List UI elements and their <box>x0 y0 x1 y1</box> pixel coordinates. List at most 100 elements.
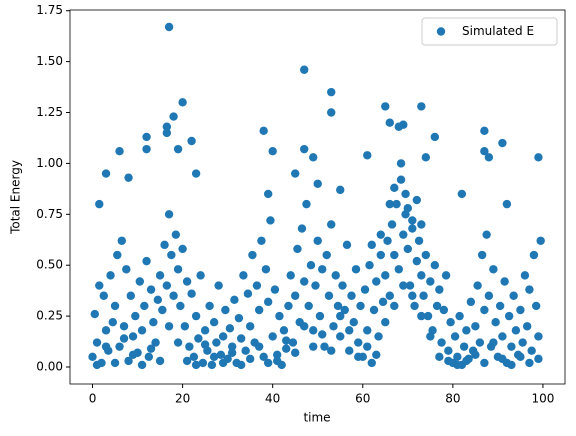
point <box>254 305 264 315</box>
point <box>306 261 316 270</box>
point <box>164 22 174 32</box>
point <box>119 334 129 343</box>
point <box>336 332 345 341</box>
point <box>498 138 507 148</box>
point <box>480 146 489 156</box>
point <box>480 126 489 136</box>
point <box>340 305 349 315</box>
point <box>185 342 194 351</box>
point <box>507 342 516 351</box>
point <box>297 224 307 233</box>
point <box>507 360 516 370</box>
point <box>291 348 300 357</box>
point <box>151 338 160 347</box>
point <box>327 87 336 97</box>
point <box>399 230 408 239</box>
point <box>410 301 419 311</box>
point <box>131 311 140 321</box>
point <box>365 261 374 270</box>
point <box>327 346 336 355</box>
point <box>115 342 124 351</box>
x-tick-label: 20 <box>175 392 190 406</box>
point <box>194 334 203 343</box>
point <box>254 342 264 351</box>
point <box>173 265 183 274</box>
point <box>392 199 401 209</box>
point <box>268 146 277 156</box>
point <box>473 281 482 290</box>
y-tick-label: 1.75 <box>36 3 63 17</box>
point <box>462 326 471 335</box>
point <box>279 326 289 335</box>
point <box>309 153 318 162</box>
point <box>135 277 145 286</box>
point <box>95 199 104 209</box>
point <box>320 342 329 351</box>
point <box>354 338 363 347</box>
point <box>218 358 228 368</box>
point <box>504 311 514 321</box>
point <box>405 281 415 290</box>
point <box>209 352 219 362</box>
point <box>423 311 433 321</box>
point <box>191 311 201 321</box>
point <box>101 342 111 351</box>
point <box>502 199 512 209</box>
point <box>536 236 545 245</box>
point <box>509 291 518 300</box>
point <box>176 301 185 311</box>
point <box>498 332 507 341</box>
y-tick-label: 1.50 <box>36 54 63 68</box>
point <box>212 338 221 347</box>
point <box>200 326 210 335</box>
point <box>263 358 273 368</box>
point <box>477 250 487 260</box>
point <box>430 132 440 142</box>
point <box>520 271 530 280</box>
point <box>394 265 403 274</box>
point <box>142 144 151 154</box>
point <box>182 356 192 366</box>
point <box>286 271 295 280</box>
point <box>432 301 442 311</box>
point <box>315 311 325 321</box>
point <box>385 291 394 300</box>
point <box>92 338 102 347</box>
point <box>95 281 104 290</box>
x-tick-label: 0 <box>89 392 97 406</box>
point <box>471 322 480 331</box>
point <box>313 236 322 245</box>
series <box>88 22 545 370</box>
point <box>417 102 426 111</box>
point <box>272 356 282 366</box>
point <box>187 289 196 298</box>
point <box>480 305 489 315</box>
x-tick-label: 40 <box>265 392 280 406</box>
x-tick-label: 60 <box>355 392 370 406</box>
point <box>491 318 500 327</box>
point <box>369 305 379 315</box>
point <box>241 346 250 355</box>
point <box>435 285 444 294</box>
point <box>158 305 167 315</box>
point <box>126 291 136 300</box>
point <box>327 220 336 229</box>
point <box>164 210 174 219</box>
point <box>336 311 345 321</box>
point <box>227 342 237 351</box>
point <box>146 344 156 353</box>
point <box>385 118 394 127</box>
point <box>275 311 284 321</box>
point <box>117 236 126 245</box>
point <box>403 203 413 213</box>
point <box>155 271 165 280</box>
point <box>498 354 507 364</box>
point <box>119 322 129 331</box>
point <box>531 301 541 311</box>
point <box>516 305 525 315</box>
point <box>439 305 449 315</box>
point <box>281 336 291 345</box>
y-axis-label: Total Energy <box>9 160 23 235</box>
